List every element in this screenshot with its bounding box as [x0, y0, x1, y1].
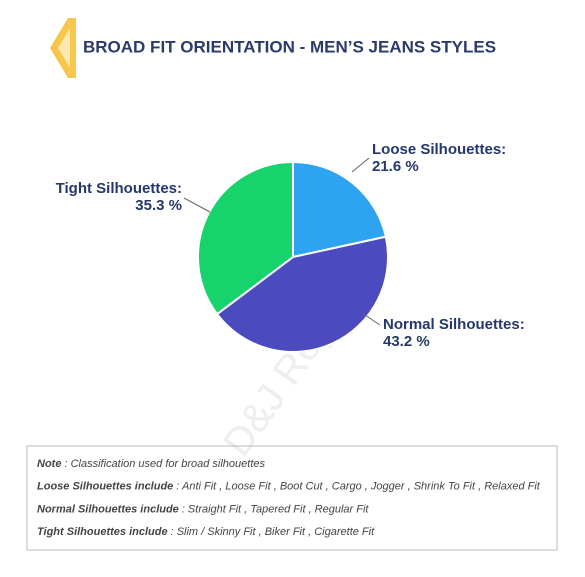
chart-title: BROAD FIT ORIENTATION - MEN’S JEANS STYL… — [83, 37, 496, 56]
note-label: Loose Silhouettes include — [37, 481, 173, 493]
pie-slice — [215, 235, 389, 353]
note-text: : Straight Fit , Tapered Fit , Regular F… — [182, 503, 370, 515]
slice-label: Normal Silhouettes: — [383, 316, 525, 333]
leader-line — [183, 197, 211, 213]
note-text: : Anti Fit , Loose Fit , Boot Cut , Carg… — [176, 481, 541, 493]
leader-line — [351, 157, 370, 173]
note-line: Loose Silhouettes include: Anti Fit , Lo… — [37, 481, 541, 493]
value-label: 35.3 % — [135, 197, 182, 214]
value-label: 21.6 % — [372, 158, 419, 175]
note-label: Note — [37, 458, 61, 470]
pie-slice — [292, 160, 388, 259]
note-text: : Slim / Skinny Fit , Biker Fit , Cigare… — [171, 526, 375, 538]
note-line: Normal Silhouettes include: Straight Fit… — [37, 503, 369, 515]
title-icon-inner — [58, 28, 70, 68]
note-line: Tight Silhouettes include: Slim / Skinny… — [37, 526, 375, 538]
slice-label: Tight Silhouettes: — [56, 180, 182, 197]
slice-label: Loose Silhouettes: — [372, 141, 506, 158]
note-text: : Classification used for broad silhouet… — [64, 458, 265, 470]
leader-line — [361, 312, 381, 326]
pie-slice — [197, 160, 294, 316]
note-label: Normal Silhouettes include — [37, 503, 179, 515]
note-line: Note: Classification used for broad silh… — [37, 458, 266, 470]
note-label: Tight Silhouettes include — [37, 526, 168, 538]
value-label: 43.2 % — [383, 333, 430, 350]
note-box — [26, 445, 558, 551]
labels: Loose Silhouettes:21.6 % Normal Silhouett… — [56, 141, 525, 350]
pie — [197, 160, 389, 353]
notes: Note: Classification used for broad silh… — [37, 458, 541, 538]
